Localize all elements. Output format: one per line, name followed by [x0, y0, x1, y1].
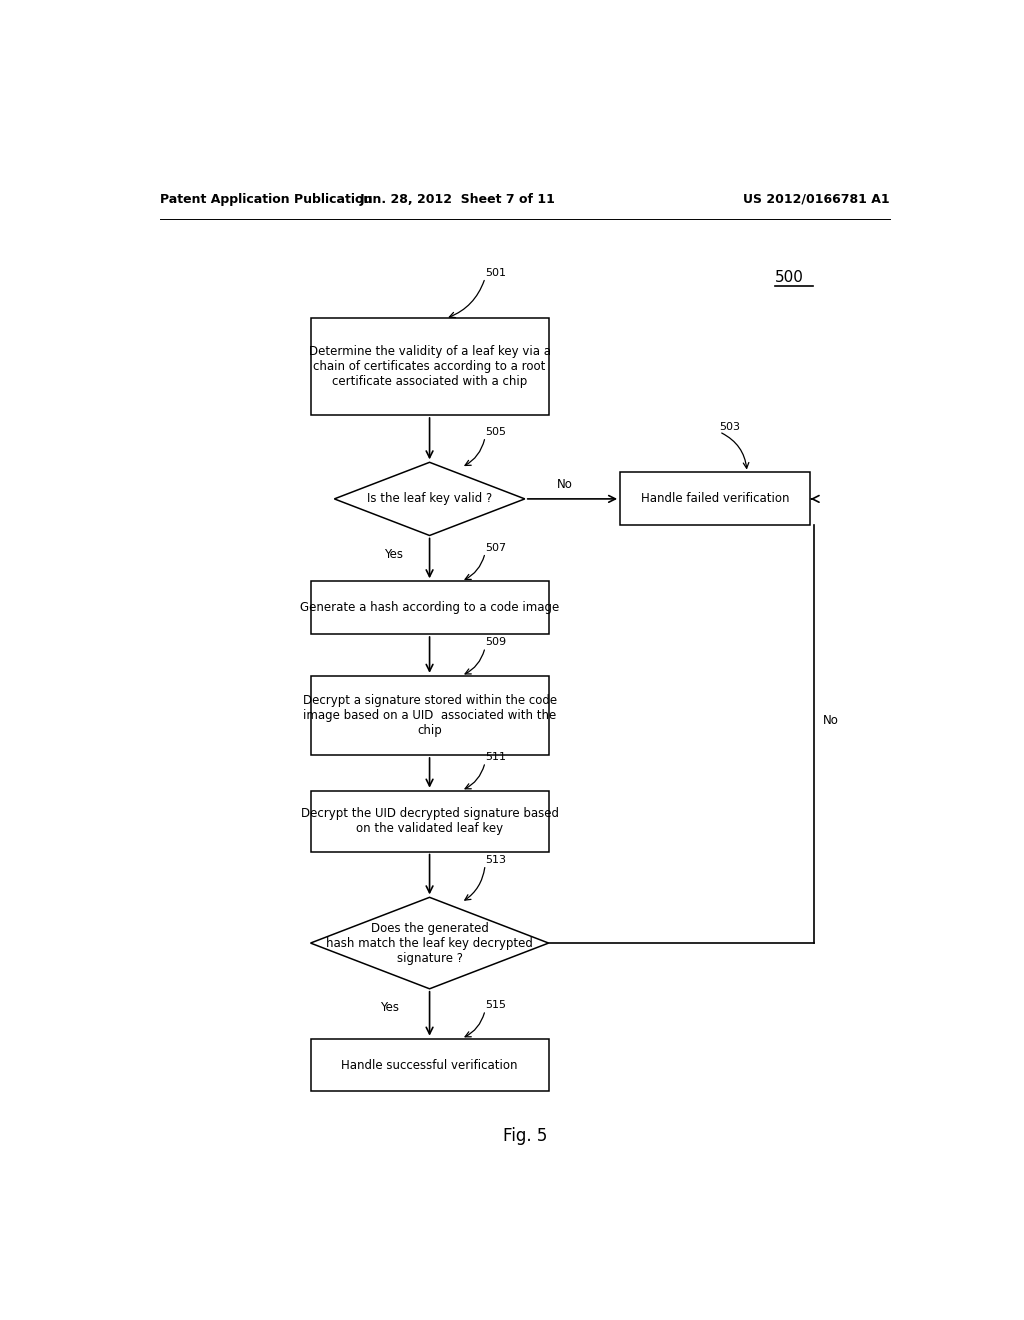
- Text: Determine the validity of a leaf key via a
chain of certificates according to a : Determine the validity of a leaf key via…: [308, 346, 551, 388]
- Text: 501: 501: [485, 268, 506, 277]
- Text: Handle successful verification: Handle successful verification: [341, 1059, 518, 1072]
- Text: 503: 503: [719, 422, 740, 432]
- Text: No: No: [556, 478, 572, 491]
- Polygon shape: [334, 462, 524, 536]
- Text: 505: 505: [485, 426, 506, 437]
- Text: 509: 509: [485, 638, 506, 647]
- FancyBboxPatch shape: [310, 676, 549, 755]
- Text: 513: 513: [485, 855, 506, 865]
- Text: Yes: Yes: [380, 1001, 399, 1014]
- FancyBboxPatch shape: [310, 581, 549, 634]
- Text: Yes: Yes: [384, 548, 403, 561]
- Text: Generate a hash according to a code image: Generate a hash according to a code imag…: [300, 601, 559, 614]
- FancyBboxPatch shape: [620, 473, 811, 525]
- Text: US 2012/0166781 A1: US 2012/0166781 A1: [743, 193, 890, 206]
- Text: Handle failed verification: Handle failed verification: [641, 492, 790, 506]
- Text: Is the leaf key valid ?: Is the leaf key valid ?: [367, 492, 493, 506]
- Text: 511: 511: [485, 752, 506, 762]
- Text: Patent Application Publication: Patent Application Publication: [160, 193, 372, 206]
- FancyBboxPatch shape: [310, 791, 549, 851]
- Text: Decrypt the UID decrypted signature based
on the validated leaf key: Decrypt the UID decrypted signature base…: [301, 807, 558, 836]
- FancyBboxPatch shape: [310, 318, 549, 414]
- Text: Decrypt a signature stored within the code
image based on a UID  associated with: Decrypt a signature stored within the co…: [302, 694, 557, 737]
- FancyBboxPatch shape: [310, 1039, 549, 1092]
- Text: Fig. 5: Fig. 5: [503, 1127, 547, 1146]
- Text: 515: 515: [485, 1001, 506, 1010]
- Polygon shape: [310, 898, 549, 989]
- Text: No: No: [822, 714, 839, 727]
- Text: 507: 507: [485, 543, 506, 553]
- Text: 500: 500: [775, 271, 804, 285]
- Text: Jun. 28, 2012  Sheet 7 of 11: Jun. 28, 2012 Sheet 7 of 11: [359, 193, 555, 206]
- Text: Does the generated
hash match the leaf key decrypted
signature ?: Does the generated hash match the leaf k…: [326, 921, 534, 965]
